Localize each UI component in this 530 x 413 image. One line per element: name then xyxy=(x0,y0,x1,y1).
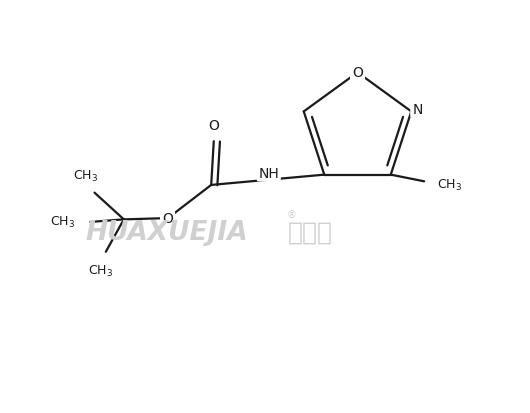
Text: NH: NH xyxy=(259,166,279,180)
Text: ®: ® xyxy=(287,209,296,219)
Text: CH$_3$: CH$_3$ xyxy=(50,215,75,230)
Text: 化学加: 化学加 xyxy=(288,220,333,244)
Text: O: O xyxy=(208,119,219,133)
Text: N: N xyxy=(412,102,422,116)
Text: O: O xyxy=(352,66,363,80)
Text: O: O xyxy=(162,212,173,226)
Text: CH$_3$: CH$_3$ xyxy=(88,263,113,278)
Text: CH$_3$: CH$_3$ xyxy=(437,178,462,193)
Text: HUAXUEJIA: HUAXUEJIA xyxy=(85,219,248,245)
Text: CH$_3$: CH$_3$ xyxy=(73,169,98,184)
